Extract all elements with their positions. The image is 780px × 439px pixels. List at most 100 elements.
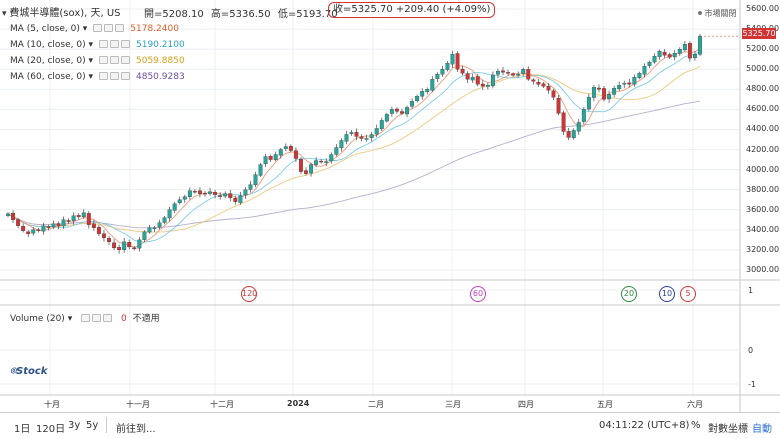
indicator-row[interactable]: MA (5, close, 0) ▾ 5178.2400 xyxy=(10,24,179,34)
visibility-icon[interactable] xyxy=(99,72,108,80)
volume-indicator-row[interactable]: Volume (20) ▾ 0 不適用 xyxy=(10,311,160,324)
chevron-down-icon[interactable]: ▾ xyxy=(85,40,93,50)
log-scale-toggle[interactable]: 對數坐標 xyxy=(708,424,748,435)
time-axis-label: 十月 xyxy=(44,400,60,409)
candle-body xyxy=(566,131,571,138)
indicator-row[interactable]: MA (60, close, 0) ▾ 4850.9283 xyxy=(10,72,185,82)
candle-body xyxy=(51,223,56,228)
indicator-row[interactable]: MA (20, close, 0) ▾ 5059.8850 xyxy=(10,56,185,66)
period-marker[interactable]: 5 xyxy=(680,286,696,302)
indicator-value: 5190.2100 xyxy=(136,40,185,50)
close-icon[interactable] xyxy=(121,40,130,48)
chevron-down-icon[interactable]: ▾ xyxy=(85,72,93,82)
chevron-down-icon[interactable]: ▾ xyxy=(2,9,7,19)
candle-body xyxy=(405,107,409,115)
close-icon[interactable] xyxy=(121,72,130,80)
candle-body xyxy=(632,77,637,85)
volume-axis-label: 0 xyxy=(748,346,754,355)
candle-body xyxy=(157,222,162,228)
range-1d-button[interactable]: 1日 xyxy=(14,424,31,435)
bottom-toolbar: 1日 120日 3y 5y 前往到... 04:11:22 (UTC+8) % … xyxy=(0,412,780,439)
candle-body xyxy=(197,190,202,194)
range-5y-button[interactable]: 5y xyxy=(86,420,99,431)
candle-body xyxy=(11,213,16,220)
candle-body xyxy=(687,43,692,59)
candle-body xyxy=(642,66,647,75)
candle-body xyxy=(692,54,697,59)
close-icon[interactable] xyxy=(103,314,113,322)
candle-body xyxy=(561,112,566,132)
chevron-down-icon[interactable]: ▾ xyxy=(67,314,73,324)
price-axis-label: 5600.00 xyxy=(746,4,780,14)
candle-body xyxy=(319,160,324,163)
candle-body xyxy=(283,146,288,149)
candle-body xyxy=(324,161,329,163)
visibility-icon[interactable] xyxy=(99,56,108,64)
candle-body xyxy=(278,149,283,156)
candle-body xyxy=(71,215,76,222)
candle-body xyxy=(460,68,465,74)
candle-body xyxy=(96,227,101,234)
settings-icon[interactable] xyxy=(104,24,114,32)
range-120d-button[interactable]: 120日 xyxy=(36,424,66,435)
toolbar-divider xyxy=(106,417,107,433)
period-marker[interactable]: 120 xyxy=(241,286,257,302)
visibility-icon[interactable] xyxy=(99,40,108,48)
settings-icon[interactable] xyxy=(92,314,102,322)
candle-body xyxy=(379,120,384,129)
settings-icon[interactable] xyxy=(110,56,119,64)
close-icon[interactable] xyxy=(121,56,130,64)
candle-body xyxy=(152,227,157,229)
candle-body xyxy=(480,83,485,87)
candle-body xyxy=(86,213,91,225)
candle-body xyxy=(506,72,511,74)
settings-icon[interactable] xyxy=(110,40,119,48)
candle-body xyxy=(182,196,187,200)
time-axis-label: 三月 xyxy=(445,400,461,409)
candle-body xyxy=(475,76,480,85)
candle-body xyxy=(541,83,546,87)
price-axis-label: 4800.00 xyxy=(746,84,780,94)
visibility-icon[interactable] xyxy=(81,314,91,322)
candle-body xyxy=(470,77,475,81)
close-icon[interactable] xyxy=(115,24,125,32)
candle-body xyxy=(203,193,207,195)
price-axis-label: 4400.00 xyxy=(746,124,780,134)
period-marker[interactable]: 60 xyxy=(470,286,486,302)
candle-body xyxy=(288,145,293,151)
volume-label: Volume (20) xyxy=(10,314,65,324)
indicator-row[interactable]: MA (10, close, 0) ▾ 5190.2100 xyxy=(10,40,185,50)
auto-scale-toggle[interactable]: 自動 xyxy=(752,424,772,435)
period-marker[interactable]: 10 xyxy=(659,286,675,302)
candle-body xyxy=(112,242,117,249)
time-axis-label: 六月 xyxy=(687,400,703,409)
candle-body xyxy=(657,51,662,57)
percent-toggle[interactable]: % xyxy=(691,420,701,431)
settings-icon[interactable] xyxy=(110,72,119,80)
candle-body xyxy=(208,191,212,194)
candle-body xyxy=(41,225,46,232)
chevron-down-icon[interactable]: ▾ xyxy=(85,56,93,66)
candle-body xyxy=(576,122,581,132)
volume-axis-label: 1 xyxy=(748,286,754,295)
high-value: 高=5336.50 xyxy=(210,9,271,20)
period-marker[interactable]: 20 xyxy=(621,286,637,302)
candle-body xyxy=(177,199,182,203)
range-3y-button[interactable]: 3y xyxy=(68,420,81,431)
candle-body xyxy=(187,190,192,197)
candle-body xyxy=(238,195,243,203)
candle-body xyxy=(223,193,228,197)
goto-button[interactable]: 前往到... xyxy=(116,424,156,435)
candle-body xyxy=(485,85,490,87)
candle-body xyxy=(314,160,319,165)
chevron-down-icon[interactable]: ▾ xyxy=(79,24,88,34)
visibility-icon[interactable] xyxy=(93,24,103,32)
clock-display: 04:11:22 (UTC+8) xyxy=(599,420,690,431)
candle-body xyxy=(415,96,420,102)
candle-body xyxy=(450,54,455,65)
candle-body xyxy=(531,79,536,82)
candle-body xyxy=(309,164,314,174)
candle-body xyxy=(586,97,591,110)
candle-body xyxy=(607,94,612,100)
